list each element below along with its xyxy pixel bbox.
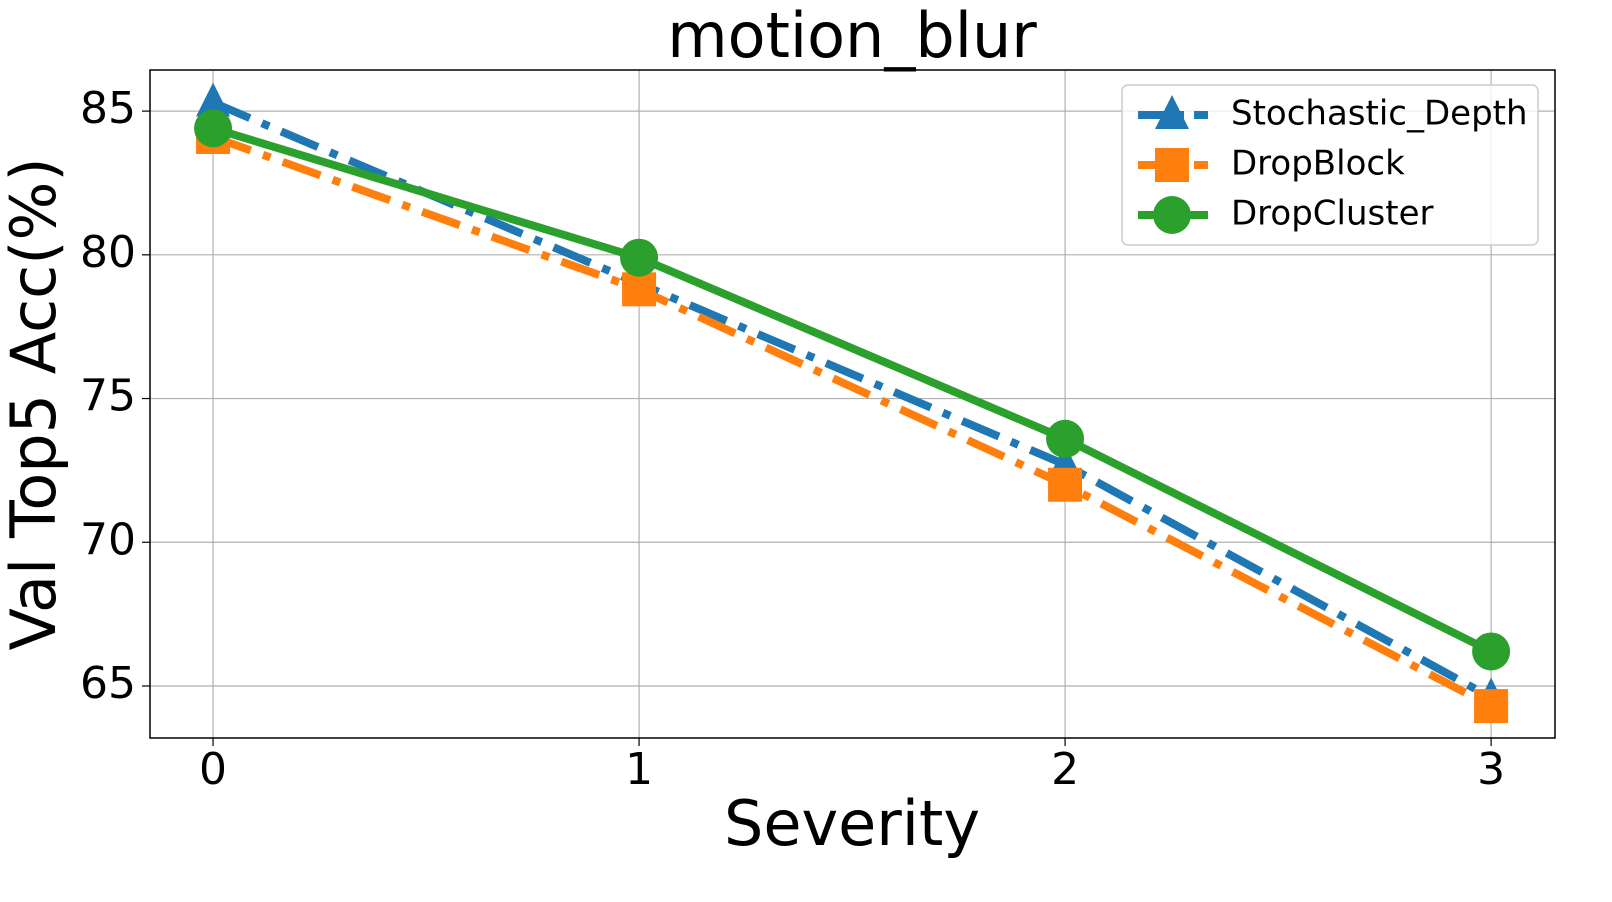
legend: Stochastic_Depth DropBlock DropCluster [1121, 84, 1539, 246]
marker [194, 109, 233, 148]
x-tick-label: 1 [625, 744, 653, 795]
marker [620, 238, 659, 277]
series-line [211, 124, 1493, 656]
plot-frame [149, 69, 1556, 739]
legend-label: Stochastic_Depth [1231, 94, 1528, 134]
series-line [211, 133, 1493, 710]
legend-label: DropCluster [1231, 194, 1433, 234]
x-tick-label: 0 [199, 744, 227, 795]
y-axis-label: Val Top5 Acc(%) [0, 157, 70, 650]
x-axis-label: Severity [724, 787, 980, 860]
y-tick-label: 85 [80, 83, 136, 134]
legend-marker [1155, 148, 1189, 182]
legend-box [1121, 84, 1539, 246]
x-tick-label: 2 [1051, 744, 1079, 795]
marker [1046, 419, 1085, 458]
marker [622, 272, 657, 307]
y-tick-label: 80 [80, 227, 136, 278]
marker [1048, 467, 1083, 502]
marker [1472, 632, 1511, 671]
y-tick-label: 75 [80, 371, 136, 422]
legend-marker [1153, 196, 1191, 234]
y-tick-label: 70 [80, 514, 136, 565]
marker [196, 82, 231, 117]
y-tick-label: 65 [80, 658, 136, 709]
legend-label: DropBlock [1231, 144, 1405, 184]
chart-title: motion_blur [667, 0, 1037, 72]
marker [1474, 689, 1509, 724]
x-tick-label: 3 [1477, 744, 1505, 795]
legend-marker [1155, 95, 1189, 129]
